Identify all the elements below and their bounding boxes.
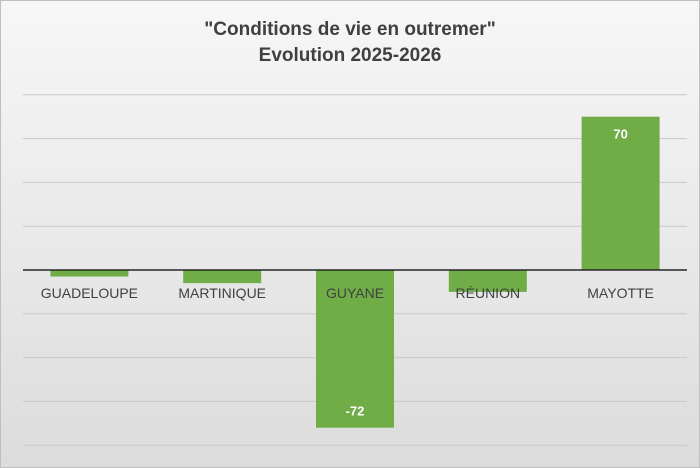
category-label: MARTINIQUE (178, 285, 266, 301)
category-label: GUADELOUPE (41, 285, 138, 301)
bar-réunion (448, 270, 527, 292)
chart-title: "Conditions de vie en outremer" Evolutio… (1, 17, 699, 69)
chart-title-line: "Conditions de vie en outremer" (204, 19, 496, 40)
category-label: RÉUNION (456, 285, 521, 301)
chart-subtitle-line: Evolution 2025-2026 (258, 45, 442, 66)
category-label: MAYOTTE (587, 285, 654, 301)
bar-mayotte (581, 116, 660, 270)
data-label: -72 (346, 404, 365, 419)
category-label: GUYANE (326, 285, 384, 301)
bar-guadeloupe (50, 270, 129, 277)
data-label: 70 (613, 127, 627, 142)
bar-martinique (183, 270, 262, 284)
bar-guyane (316, 270, 394, 428)
